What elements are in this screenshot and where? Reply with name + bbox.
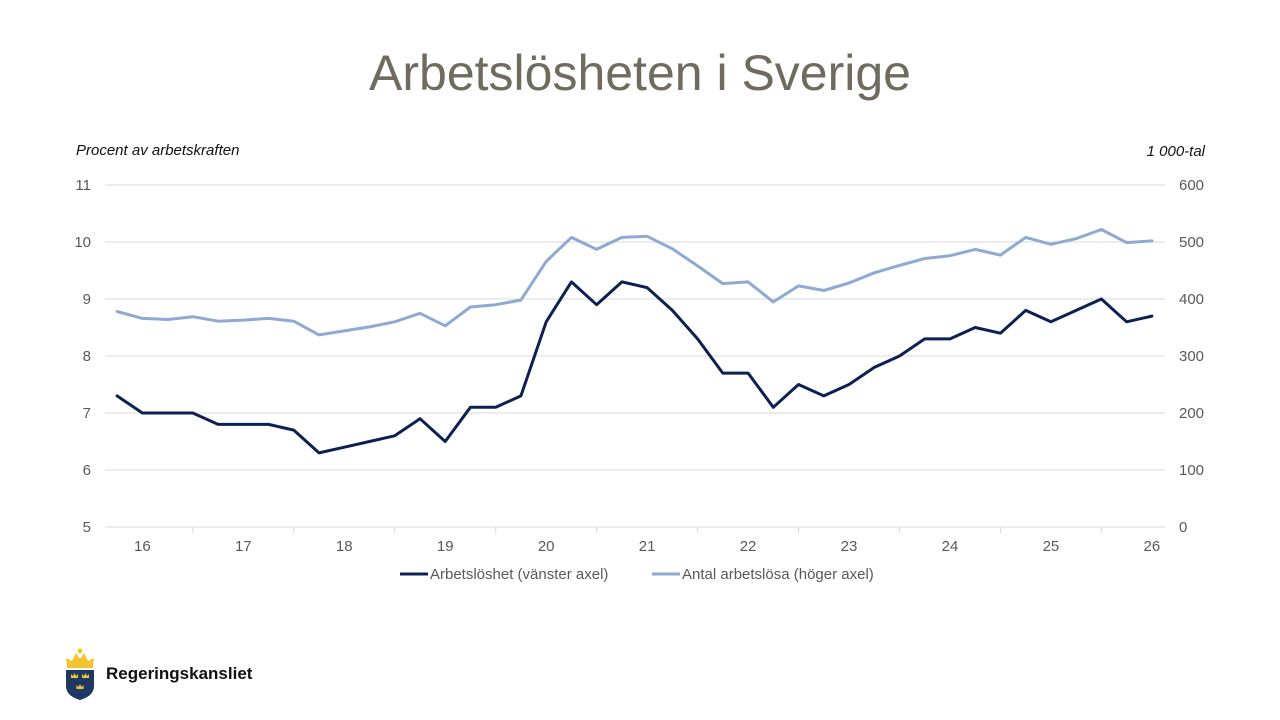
y-right-tick-label: 300 xyxy=(1179,348,1204,365)
y-right-axis-label: 1 000-tal xyxy=(1147,143,1206,160)
y-left-tick-label: 10 xyxy=(74,234,91,251)
x-tick-label: 19 xyxy=(437,538,454,555)
three-crowns-icon xyxy=(71,673,89,689)
crown-icon xyxy=(66,648,94,668)
y-right-tick-label: 200 xyxy=(1179,405,1204,422)
crown-shield-icon xyxy=(66,648,94,700)
logo-text: Regeringskansliet xyxy=(106,664,253,683)
x-tick-label: 18 xyxy=(336,538,353,555)
x-tick-label: 17 xyxy=(235,538,252,555)
y-right-tick-label: 600 xyxy=(1179,177,1204,194)
x-tick-label: 25 xyxy=(1043,538,1060,555)
series-line-arbetsloshet xyxy=(115,280,1154,455)
regeringskansliet-logo: Regeringskansliet xyxy=(62,648,252,700)
y-right-tick-label: 100 xyxy=(1179,462,1204,479)
slide-title: Arbetslösheten i Sverige xyxy=(369,45,911,101)
chart-series xyxy=(115,228,1154,455)
x-tick-label: 23 xyxy=(841,538,858,555)
x-tick-label: 21 xyxy=(639,538,656,555)
x-tick-label: 16 xyxy=(134,538,151,555)
line-chart: 5 0 6 100 7 200 8 300 9 400 10 500 11 600 16 17 18 19 20 21… xyxy=(74,142,1206,583)
x-tick-label: 20 xyxy=(538,538,555,555)
y-left-tick-label: 7 xyxy=(83,405,91,422)
y-right-tick-label: 400 xyxy=(1179,291,1204,308)
y-left-tick-label: 9 xyxy=(83,291,91,308)
y-left-tick-label: 8 xyxy=(83,348,91,365)
series-line-antal-arbetslosa xyxy=(115,228,1154,337)
chart-legend: Arbetslöshet (vänster axel) Antal arbets… xyxy=(400,566,874,583)
legend-label-arbetsloshet: Arbetslöshet (vänster axel) xyxy=(430,566,608,583)
chart-axes: 5 0 6 100 7 200 8 300 9 400 10 500 11 600 16 17 18 19 20 21… xyxy=(74,177,1204,555)
y-right-tick-label: 0 xyxy=(1179,519,1187,536)
x-tick-label: 26 xyxy=(1144,538,1161,555)
x-tick-label: 22 xyxy=(740,538,757,555)
y-left-tick-label: 11 xyxy=(75,177,91,194)
y-left-axis-label: Procent av arbetskraften xyxy=(76,142,239,159)
y-left-tick-label: 5 xyxy=(83,519,91,536)
x-tick-label: 24 xyxy=(942,538,959,555)
y-left-tick-label: 6 xyxy=(83,462,91,479)
gridlines xyxy=(105,184,1165,471)
y-right-tick-label: 500 xyxy=(1179,234,1204,251)
legend-label-antal-arbetslosa: Antal arbetslösa (höger axel) xyxy=(682,566,874,583)
